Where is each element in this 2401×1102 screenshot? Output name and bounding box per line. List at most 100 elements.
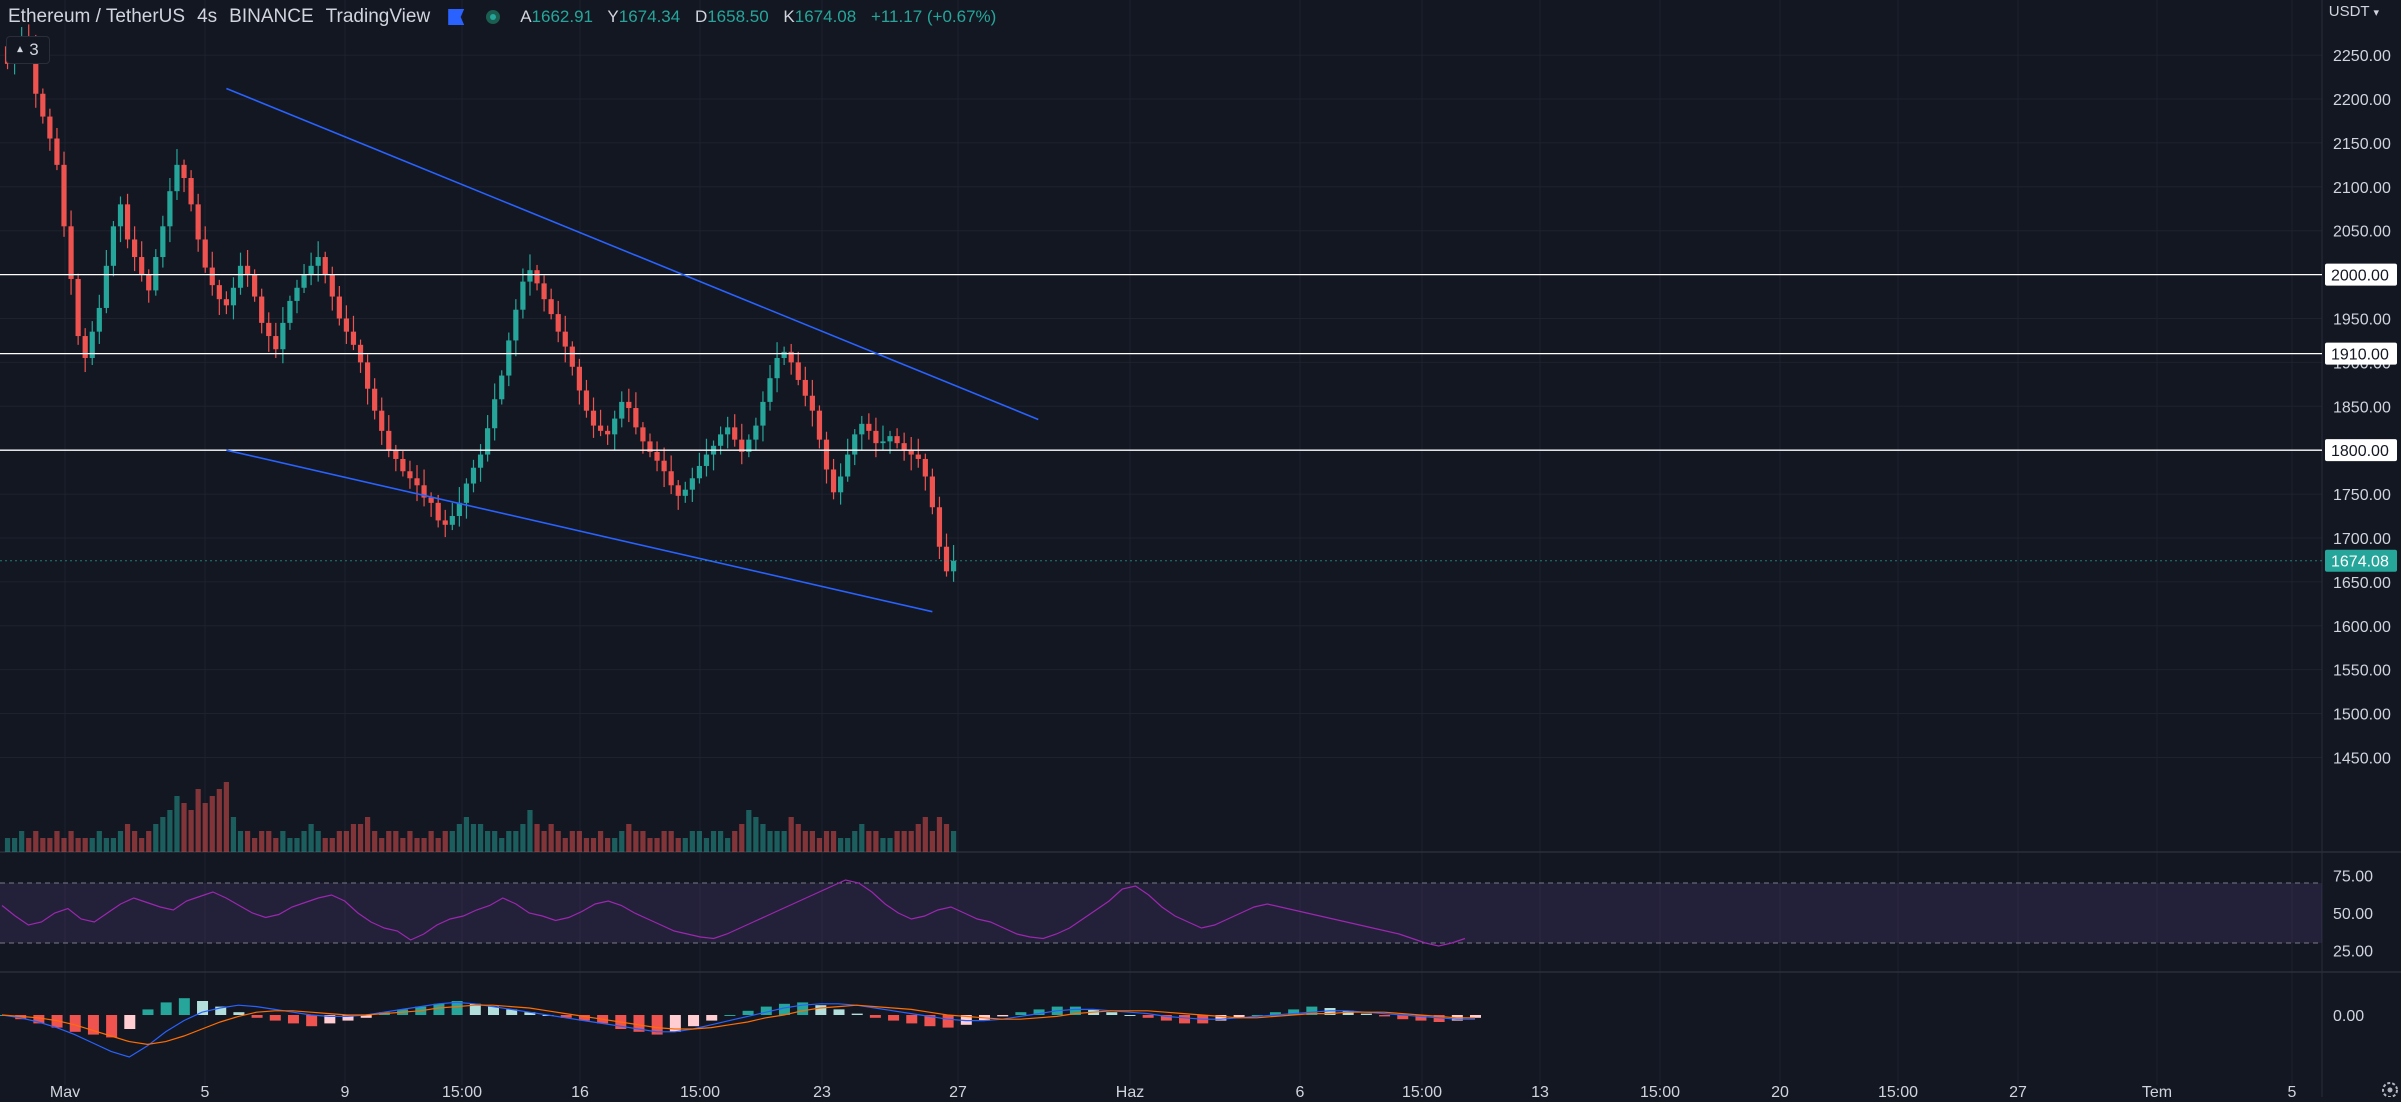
volume-bar [534, 824, 540, 852]
volume-bar [520, 824, 526, 852]
price-axis-label: 1750.00 [2333, 487, 2391, 504]
volume-bar [576, 831, 582, 852]
volume-bar [315, 831, 321, 852]
price-axis-label: 1550.00 [2333, 663, 2391, 680]
macd-histogram-bar [778, 1003, 790, 1015]
candle-body [308, 265, 314, 275]
candle-body [449, 516, 455, 525]
candle-body [47, 116, 53, 139]
macd-histogram-bar [469, 1003, 481, 1015]
volume-bar [809, 831, 815, 852]
volume-bar [160, 817, 166, 852]
indicator-count: 3 [29, 40, 39, 59]
macd-histogram-bar [106, 1015, 118, 1038]
gear-icon [2382, 1082, 2398, 1098]
symbol-name[interactable]: Ethereum / TetherUS [8, 6, 186, 27]
volume-bar [605, 838, 611, 852]
volume-bar [732, 831, 738, 852]
volume-bar [626, 824, 632, 852]
volume-bar [781, 831, 787, 852]
macd-histogram-bar [142, 1009, 154, 1015]
volume-bar [308, 824, 314, 852]
candle-body [110, 226, 117, 266]
volume-bar [527, 810, 533, 852]
candle-body [943, 546, 950, 572]
candle-body [640, 427, 646, 442]
candle-body [795, 362, 801, 380]
volume-bar [153, 824, 159, 852]
volume-bar [492, 831, 498, 852]
indicators-collapse-button[interactable]: ▾ 3 [6, 36, 50, 64]
price-axis-label: 2100.00 [2333, 180, 2391, 197]
candle-body [96, 307, 102, 332]
candle-body [209, 267, 215, 286]
volume-bar [852, 831, 858, 852]
candle-body [252, 274, 258, 297]
candle-body [407, 471, 413, 479]
volume-bar [661, 831, 667, 852]
volume-bar [477, 824, 484, 852]
volume-bar [89, 838, 95, 852]
symbol-header[interactable]: Ethereum / TetherUS 4s BINANCE TradingVi… [8, 2, 1006, 32]
last-price-tag-text: 1674.08 [2331, 554, 2389, 571]
candle-body [506, 340, 512, 376]
price-axis-label: 1600.00 [2333, 619, 2391, 636]
flag-icon[interactable] [448, 9, 465, 25]
volume-bar [569, 831, 575, 852]
macd-histogram-bar [815, 1005, 827, 1015]
candle-body [153, 257, 159, 291]
candle-body [901, 443, 907, 451]
currency-unit-label: USDT [2328, 3, 2370, 20]
volume-bar [146, 831, 152, 852]
candle-body [569, 346, 575, 367]
volume-bar [830, 831, 837, 852]
volume-bar [82, 838, 88, 852]
time-axis-label: 5 [201, 1084, 210, 1097]
candle-body [548, 299, 554, 315]
macd-histogram-bar [1124, 1015, 1136, 1016]
candle-body [725, 427, 731, 435]
volume-bar [590, 838, 597, 852]
level-price-tag-text: 1910.00 [2331, 347, 2389, 364]
time-axis-label: 16 [571, 1084, 589, 1097]
price-axis-label: 2050.00 [2333, 224, 2391, 241]
volume-bar [33, 831, 39, 852]
candle-body [146, 274, 152, 291]
volume-bar [485, 831, 491, 852]
volume-bar [4, 838, 11, 852]
volume-bar [767, 831, 773, 852]
volume-bar [379, 838, 385, 852]
volume-bar [795, 824, 801, 852]
macd-histogram-bar [506, 1009, 518, 1015]
candle-body [562, 331, 568, 347]
candle-body [470, 467, 477, 484]
volume-bar [195, 789, 201, 852]
interval-label[interactable]: 4s [197, 6, 218, 27]
volume-bar [746, 810, 752, 852]
candle-body [696, 465, 703, 479]
volume-bar [435, 838, 441, 852]
volume-bar [647, 838, 653, 852]
volume-bar [442, 831, 448, 852]
volume-bar [174, 796, 180, 852]
gear-icon-center [2387, 1087, 2393, 1093]
level-price-tag [2325, 263, 2397, 286]
volume-bar [259, 831, 265, 852]
macd-histogram-bar [324, 1015, 336, 1024]
volume-bar [682, 838, 688, 852]
volume-bar [54, 831, 60, 852]
level-price-tag-text: 2000.00 [2331, 268, 2389, 285]
open-key: A [520, 7, 532, 26]
candle-body [294, 287, 300, 301]
ohlc-readout: A1662.91 Y1674.34 D1658.50 K1674.08 +11.… [520, 7, 1006, 27]
volume-bar [301, 831, 307, 852]
candle-body [336, 296, 342, 319]
volume-bar [103, 838, 109, 852]
macd-histogram-bar [906, 1015, 918, 1024]
candle-body [887, 436, 893, 442]
candle-body [816, 410, 823, 440]
candle-body [139, 257, 145, 275]
currency-unit-dropdown[interactable]: USDT ▾ [2329, 3, 2379, 20]
